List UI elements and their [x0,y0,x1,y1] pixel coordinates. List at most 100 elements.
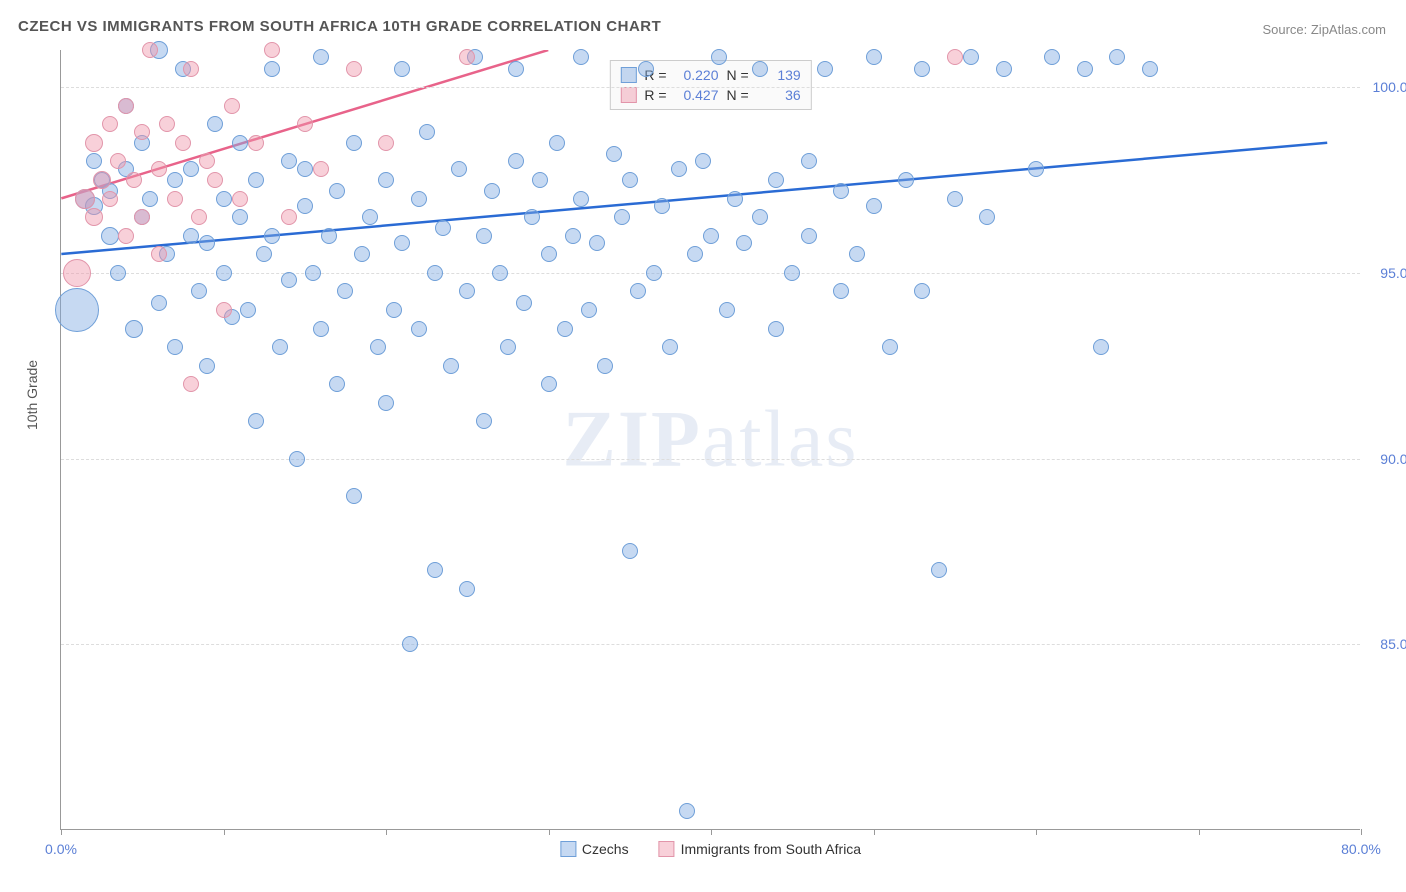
scatter-point [191,209,207,225]
scatter-point [541,376,557,392]
scatter-point [914,283,930,299]
scatter-point [1077,61,1093,77]
trendlines-svg [61,50,1360,829]
scatter-point [459,581,475,597]
scatter-point [622,543,638,559]
scatter-point [378,395,394,411]
scatter-point [297,161,313,177]
scatter-point [711,49,727,65]
x-tick [1036,829,1037,835]
scatter-point [216,191,232,207]
scatter-point [110,153,126,169]
scatter-point [378,172,394,188]
scatter-point [175,135,191,151]
scatter-point [232,209,248,225]
x-tick [386,829,387,835]
scatter-point [183,376,199,392]
scatter-point [264,228,280,244]
scatter-point [159,116,175,132]
chart-title: CZECH VS IMMIGRANTS FROM SOUTH AFRICA 10… [18,18,661,35]
scatter-point [419,124,435,140]
scatter-point [508,61,524,77]
scatter-point [736,235,752,251]
scatter-point [931,562,947,578]
scatter-point [110,265,126,281]
scatter-point [370,339,386,355]
scatter-point [1109,49,1125,65]
scatter-point [630,283,646,299]
legend-item: Czechs [560,841,629,857]
scatter-point [281,153,297,169]
gridline [61,273,1360,274]
y-tick-label: 85.0% [1380,636,1406,652]
y-tick-label: 90.0% [1380,451,1406,467]
scatter-point [459,283,475,299]
scatter-point [151,246,167,262]
scatter-point [435,220,451,236]
scatter-point [232,191,248,207]
scatter-point [93,171,111,189]
scatter-point [386,302,402,318]
scatter-point [882,339,898,355]
scatter-point [183,61,199,77]
scatter-point [207,172,223,188]
scatter-point [833,283,849,299]
scatter-point [264,42,280,58]
scatter-point [329,376,345,392]
scatter-point [346,488,362,504]
scatter-point [784,265,800,281]
legend-swatch [560,841,576,857]
scatter-point [898,172,914,188]
bottom-legend: Czechs Immigrants from South Africa [560,841,861,857]
scatter-point [402,636,418,652]
x-tick [61,829,62,835]
scatter-point [55,288,99,332]
y-tick-label: 95.0% [1380,265,1406,281]
scatter-point [443,358,459,374]
scatter-point [849,246,865,262]
scatter-point [199,235,215,251]
scatter-point [329,183,345,199]
scatter-point [248,413,264,429]
source-attribution: Source: ZipAtlas.com [1262,22,1386,37]
scatter-point [216,302,232,318]
scatter-point [313,161,329,177]
scatter-point [216,265,232,281]
scatter-point [118,228,134,244]
scatter-point [573,49,589,65]
scatter-point [573,191,589,207]
legend-label: Immigrants from South Africa [681,841,862,857]
legend-label: Czechs [582,841,629,857]
scatter-point [102,116,118,132]
scatter-point [142,42,158,58]
scatter-point [866,198,882,214]
scatter-point [272,339,288,355]
scatter-point [134,209,150,225]
x-tick [224,829,225,835]
scatter-point [354,246,370,262]
scatter-point [687,246,703,262]
scatter-point [646,265,662,281]
scatter-point [752,209,768,225]
scatter-point [524,209,540,225]
scatter-point [394,61,410,77]
scatter-point [500,339,516,355]
scatter-point [516,295,532,311]
scatter-point [191,283,207,299]
scatter-point [167,172,183,188]
watermark-text: ZIPatlas [563,394,859,485]
y-tick-label: 100.0% [1373,79,1406,95]
scatter-point [151,295,167,311]
scatter-point [248,135,264,151]
scatter-point [85,208,103,226]
gridline [61,459,1360,460]
scatter-point [75,189,95,209]
scatter-point [167,339,183,355]
scatter-point [411,191,427,207]
scatter-point [118,98,134,114]
scatter-point [183,161,199,177]
scatter-point [224,98,240,114]
scatter-point [256,246,272,262]
scatter-point [606,146,622,162]
chart-plot-area: ZIPatlas R =0.220N =139R =0.427N =36 Cze… [60,50,1360,830]
